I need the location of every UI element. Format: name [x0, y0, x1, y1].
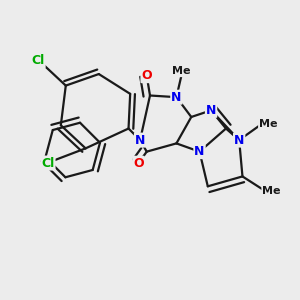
- Text: O: O: [141, 69, 152, 82]
- Text: Me: Me: [259, 118, 278, 129]
- Text: Cl: Cl: [41, 157, 55, 169]
- Text: Cl: Cl: [32, 55, 45, 68]
- Text: O: O: [133, 157, 144, 170]
- Text: Me: Me: [262, 186, 281, 196]
- Text: N: N: [171, 91, 182, 104]
- Text: N: N: [194, 145, 205, 158]
- Text: N: N: [135, 134, 145, 147]
- Text: N: N: [206, 104, 216, 117]
- Text: N: N: [234, 134, 244, 147]
- Text: Me: Me: [172, 66, 190, 76]
